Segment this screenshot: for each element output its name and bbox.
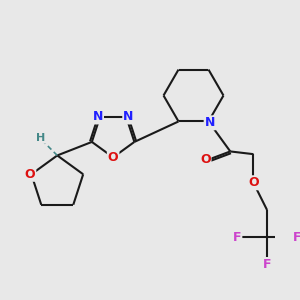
Text: O: O: [200, 153, 211, 166]
Text: H: H: [36, 133, 46, 143]
Text: F: F: [263, 258, 271, 271]
Text: N: N: [205, 116, 215, 129]
Text: O: O: [248, 176, 259, 189]
Text: F: F: [293, 231, 300, 244]
Text: F: F: [233, 231, 241, 244]
Text: N: N: [93, 110, 103, 123]
Text: O: O: [25, 168, 35, 181]
Text: O: O: [108, 151, 118, 164]
Text: N: N: [123, 110, 134, 123]
